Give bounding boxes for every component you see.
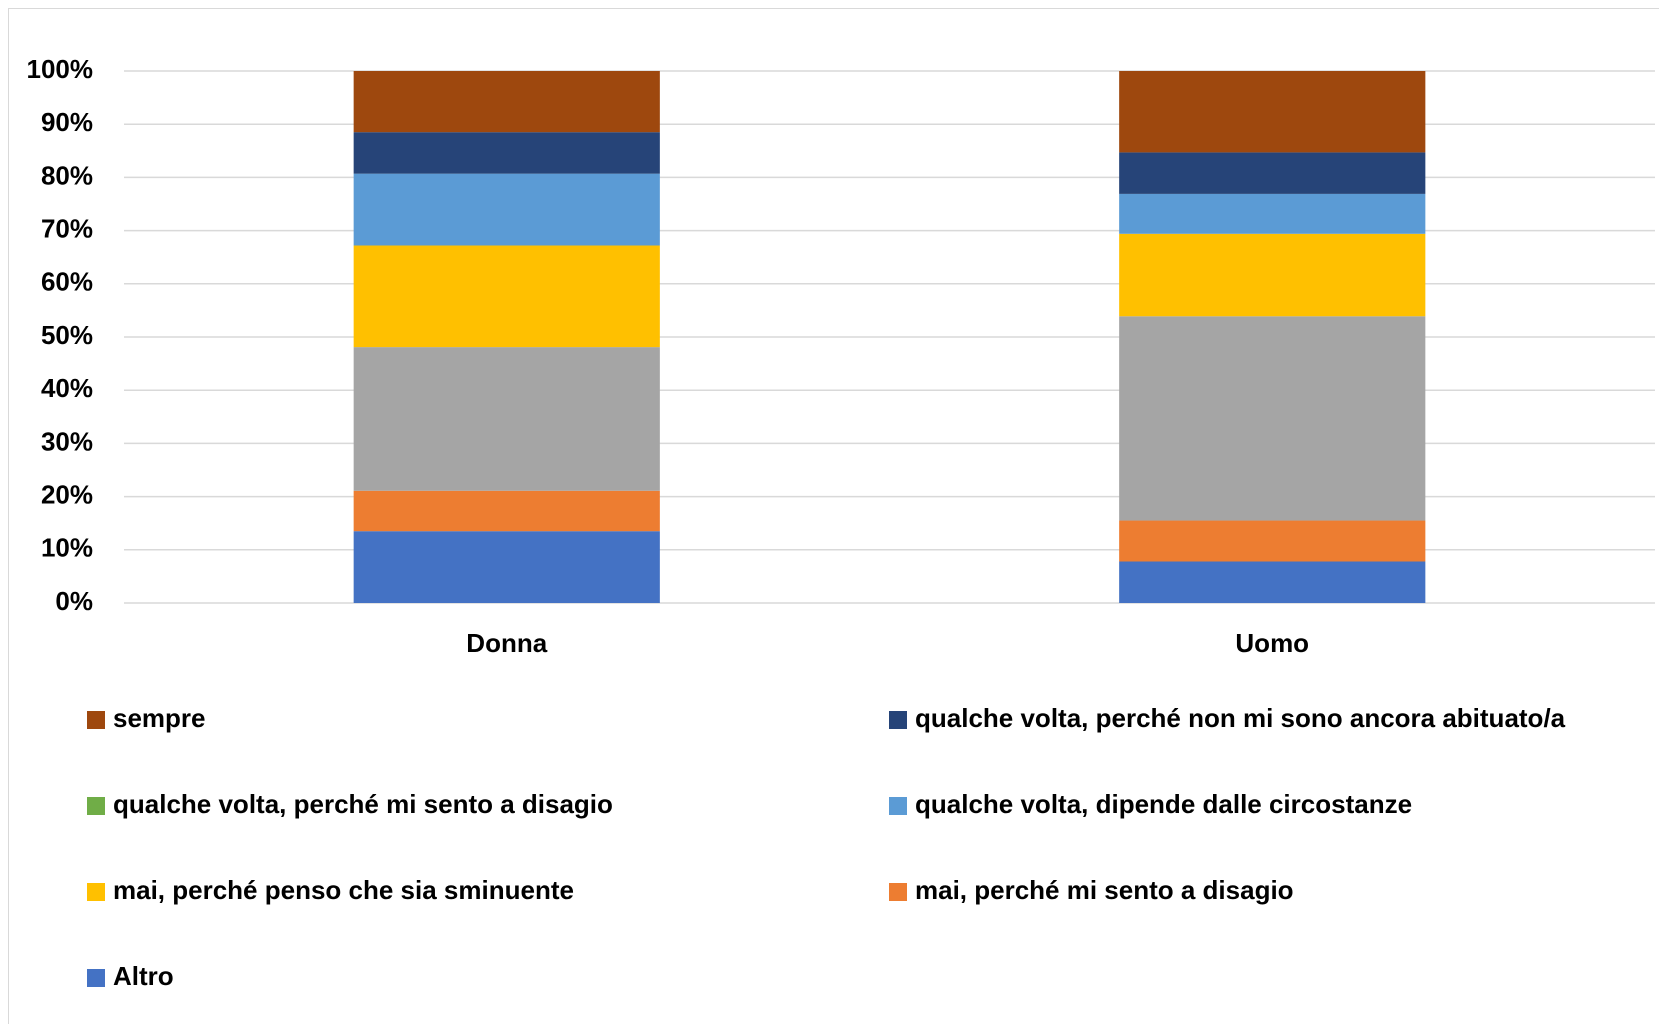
y-tick-label: 60%: [41, 267, 93, 297]
x-tick-label: Uomo: [1235, 628, 1309, 658]
legend-swatch: [87, 711, 105, 729]
legend-swatch: [889, 797, 907, 815]
y-tick-label: 20%: [41, 479, 93, 509]
y-tick-label: 10%: [41, 533, 93, 563]
y-tick-label: 90%: [41, 107, 93, 137]
chart-frame: [8, 8, 1659, 1024]
bar-segment: [353, 347, 660, 491]
y-tick-label: 30%: [41, 426, 93, 456]
y-tick-label: 0%: [55, 586, 93, 616]
x-tick-label: Donna: [466, 628, 547, 658]
bar-segment: [353, 173, 660, 246]
bar-segment: [353, 71, 660, 133]
legend-swatch: [889, 711, 907, 729]
bar-segment: [1119, 233, 1426, 317]
bar-segment: [1119, 152, 1426, 194]
y-tick-label: 50%: [41, 320, 93, 350]
legend-label: mai, perché mi sento a disagio: [915, 875, 1294, 905]
y-tick-label: 80%: [41, 160, 93, 190]
legend-label: qualche volta, perché mi sento a disagio: [113, 789, 613, 819]
bar-segment: [1119, 316, 1426, 521]
y-tick-label: 100%: [27, 54, 94, 84]
bar-segment: [353, 531, 660, 603]
bar-segment: [1119, 520, 1426, 562]
bar-segment: [353, 490, 660, 532]
legend-label: Altro: [113, 961, 174, 991]
bar-segment: [1119, 71, 1426, 153]
legend-swatch: [87, 797, 105, 815]
legend-label: qualche volta, dipende dalle circostanze: [915, 789, 1412, 819]
legend-label: qualche volta, perché non mi sono ancora…: [915, 703, 1566, 733]
bar-segment: [1119, 193, 1426, 234]
y-tick-label: 40%: [41, 373, 93, 403]
legend-swatch: [87, 969, 105, 987]
bar-segment: [353, 245, 660, 348]
legend-label: mai, perché penso che sia sminuente: [113, 875, 574, 905]
legend-label: sempre: [113, 703, 206, 733]
bar-segment: [1119, 561, 1426, 603]
y-tick-label: 70%: [41, 213, 93, 243]
bar-segment: [353, 132, 660, 174]
legend-swatch: [87, 883, 105, 901]
legend-swatch: [889, 883, 907, 901]
